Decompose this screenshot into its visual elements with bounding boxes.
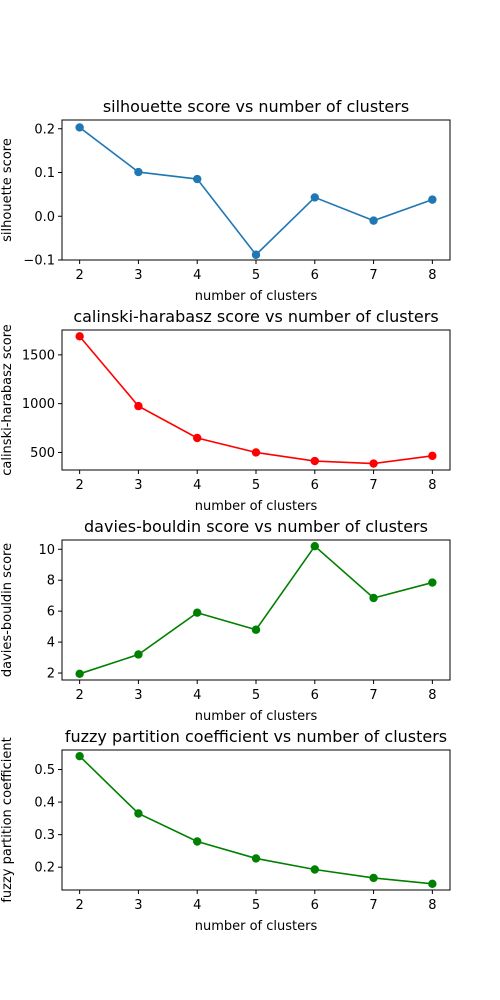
data-point [310, 865, 319, 874]
chart-title: calinski-harabasz score vs number of clu… [73, 307, 438, 326]
chart-panel-2: calinski-harabasz score vs number of clu… [0, 307, 451, 514]
data-point [193, 608, 202, 617]
x-tick-label: 8 [428, 478, 436, 493]
chart-title: fuzzy partition coefficient vs number of… [65, 727, 447, 746]
x-tick-label: 2 [75, 898, 83, 913]
chart-panel-4: fuzzy partition coefficient vs number of… [0, 727, 451, 934]
y-tick-label: 0.5 [34, 763, 55, 778]
x-tick-label: 8 [428, 898, 436, 913]
data-point [369, 216, 378, 225]
x-axis-label: number of clusters [195, 499, 318, 514]
x-tick-label: 4 [193, 688, 201, 703]
data-point [428, 578, 437, 587]
data-point [428, 451, 437, 461]
y-tick-label: 1500 [22, 348, 55, 363]
y-axis-label: davies-bouldin score [0, 543, 15, 677]
data-point [310, 541, 319, 551]
y-tick-label: 0.3 [34, 828, 55, 843]
x-axis-label: number of clusters [195, 709, 318, 724]
y-tick-label: 0.2 [34, 861, 55, 876]
x-tick-label: 4 [193, 268, 201, 283]
x-tick-label: 2 [75, 478, 83, 493]
series-line [79, 126, 433, 256]
data-point [75, 332, 84, 341]
y-tick-label: 1000 [22, 397, 55, 412]
data-point [193, 433, 202, 443]
x-tick-label: 5 [252, 688, 260, 703]
y-tick-label: 0.2 [34, 122, 55, 137]
y-tick-label: 4 [47, 636, 55, 651]
x-tick-label: 5 [252, 268, 260, 283]
data-point [75, 751, 84, 761]
x-tick-label: 3 [134, 478, 142, 493]
data-point [193, 837, 202, 846]
series-line [79, 755, 433, 885]
x-tick-label: 8 [428, 688, 436, 703]
x-axis-label: number of clusters [195, 289, 318, 304]
x-tick-label: 6 [311, 268, 319, 283]
y-tick-label: 500 [30, 446, 55, 461]
y-axis-label: fuzzy partition coefficient [0, 737, 15, 902]
series-line [79, 335, 433, 465]
data-point [310, 456, 319, 466]
data-point [369, 593, 378, 603]
x-axis-label: number of clusters [195, 919, 318, 934]
x-tick-label: 7 [369, 478, 377, 493]
x-tick-label: 8 [428, 268, 436, 283]
chart-title: silhouette score vs number of clusters [103, 97, 409, 116]
data-point [369, 459, 378, 468]
data-point [134, 650, 143, 659]
x-tick-label: 7 [369, 268, 377, 283]
y-axis-label: calinski-harabasz score [0, 324, 15, 476]
data-point [251, 448, 261, 457]
y-tick-label: 6 [47, 605, 55, 620]
y-tick-label: 8 [47, 574, 55, 589]
data-point [251, 250, 261, 259]
chart-panel-1: silhouette score vs number of clusters 2 3… [0, 97, 451, 304]
chart-panel-3: davies-bouldin score vs number of cluste… [0, 517, 451, 724]
x-tick-label: 6 [311, 478, 319, 493]
y-tick-label: 0.4 [34, 796, 55, 811]
y-tick-label: 0.0 [34, 210, 55, 225]
data-point [134, 809, 143, 818]
axes-frame [61, 749, 451, 891]
x-tick-label: 3 [134, 268, 142, 283]
data-point [251, 854, 261, 863]
data-point [134, 401, 143, 411]
y-tick-label: 0.1 [34, 166, 55, 181]
x-tick-label: 3 [134, 898, 142, 913]
y-tick-label: 10 [38, 543, 55, 558]
x-tick-label: 6 [311, 898, 319, 913]
data-point [369, 873, 378, 883]
data-point [75, 669, 84, 679]
x-tick-label: 5 [252, 478, 260, 493]
axes-frame [61, 119, 451, 261]
y-tick-label: 2 [47, 667, 55, 682]
data-point [428, 879, 437, 889]
x-tick-label: 3 [134, 688, 142, 703]
x-tick-label: 7 [369, 688, 377, 703]
x-tick-label: 4 [193, 898, 201, 913]
data-point [310, 193, 319, 202]
data-point [134, 167, 143, 177]
chart-title: davies-bouldin score vs number of cluste… [84, 517, 428, 536]
data-point [428, 195, 437, 204]
series-line [79, 544, 433, 675]
x-tick-label: 7 [369, 898, 377, 913]
data-point [75, 123, 84, 132]
x-tick-label: 2 [75, 688, 83, 703]
data-point [193, 174, 202, 184]
x-tick-label: 2 [75, 268, 83, 283]
x-tick-label: 6 [311, 688, 319, 703]
data-point [251, 625, 261, 634]
y-tick-label: −0.1 [23, 254, 55, 269]
axes-frame [61, 539, 451, 681]
x-tick-label: 4 [193, 478, 201, 493]
x-tick-label: 5 [252, 898, 260, 913]
y-axis-label: silhouette score [0, 138, 15, 242]
